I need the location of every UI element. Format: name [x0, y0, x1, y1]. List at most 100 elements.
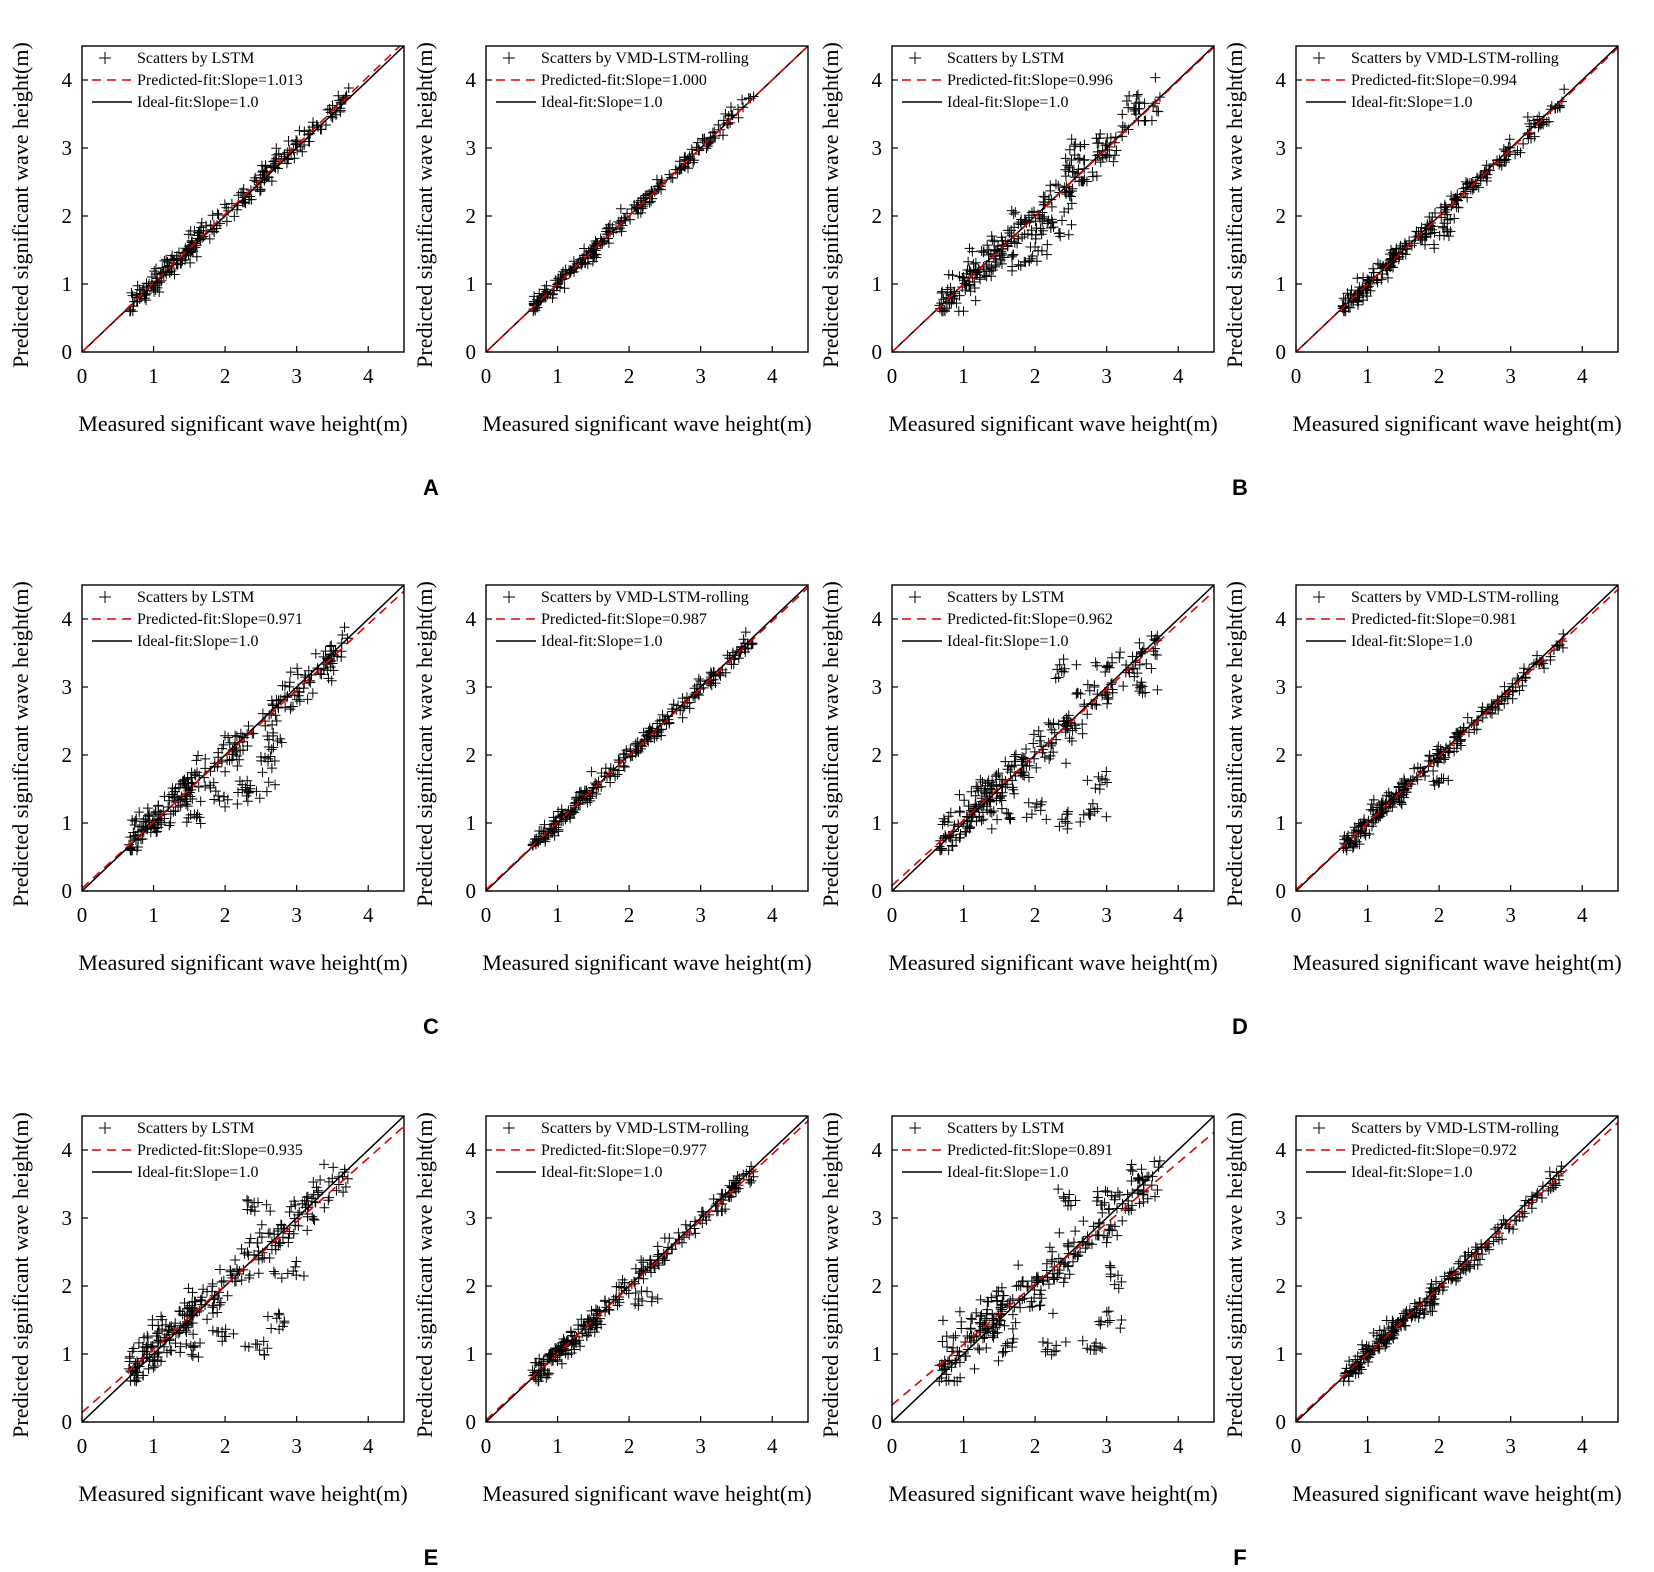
scatter-point — [1137, 688, 1148, 699]
scatter-point — [546, 1349, 557, 1360]
scatter-point — [1035, 731, 1046, 742]
chart-panel: 0 1 2 3 4 0 1 2 3 4 Measured significant wave heig… — [818, 581, 1218, 975]
scatter-point — [193, 1352, 204, 1363]
scatter-point — [1038, 225, 1049, 236]
ideal-fit-line — [1296, 585, 1618, 891]
scatter-point — [1391, 243, 1402, 254]
scatter-point — [183, 229, 194, 240]
scatter-point — [1048, 1273, 1059, 1284]
scatter-point — [1545, 1173, 1556, 1184]
x-tick-label: 4 — [1173, 364, 1184, 388]
scatter-point — [948, 1332, 959, 1343]
x-tick-label: 3 — [1101, 903, 1112, 927]
scatter-point — [1429, 1299, 1440, 1310]
scatter-point — [218, 1275, 229, 1286]
y-axis-label: Predicted significant wave height(m) — [8, 1112, 33, 1438]
scatter-point — [689, 155, 700, 166]
scatter-point — [1087, 167, 1098, 178]
scatter-point — [289, 1196, 300, 1207]
scatter-point — [187, 1351, 198, 1362]
scatter-point — [1420, 770, 1431, 781]
y-tick-label: 2 — [1276, 1274, 1287, 1298]
scatter-point — [1092, 146, 1103, 157]
legend-entry: Scatters by LSTM — [947, 589, 1064, 606]
y-tick-label: 4 — [872, 607, 883, 631]
scatter-point — [306, 670, 317, 681]
panel-letter: D — [1232, 1014, 1248, 1039]
scatter-point — [179, 1310, 190, 1321]
scatter-point — [184, 1302, 195, 1313]
scatter-point — [185, 809, 196, 820]
scatter-point — [1017, 1276, 1028, 1287]
scatter-point — [1101, 1306, 1112, 1317]
scatter-point — [1358, 288, 1369, 299]
scatter-point — [1365, 804, 1376, 815]
scatter-point — [1097, 1343, 1108, 1354]
scatter-point — [1018, 752, 1029, 763]
scatter-point — [1396, 797, 1407, 808]
scatter-point — [1134, 1198, 1145, 1209]
scatter-point — [271, 1313, 282, 1324]
scatter-point — [1069, 720, 1080, 731]
scatter-point — [1420, 229, 1431, 240]
scatter-point — [539, 819, 550, 830]
scatter-point — [978, 247, 989, 258]
scatter-point — [1101, 1237, 1112, 1248]
scatter-point — [156, 1356, 167, 1367]
scatter-point — [976, 1310, 987, 1321]
scatter-point — [193, 782, 204, 793]
x-tick-label: 4 — [1577, 364, 1588, 388]
scatter-point — [290, 1220, 301, 1231]
scatter-point — [201, 220, 212, 231]
scatter-point — [942, 284, 953, 295]
scatter-point — [1341, 1363, 1352, 1374]
scatter-point — [282, 1268, 293, 1279]
scatter-point — [181, 1327, 192, 1338]
legend-entry: Scatters by VMD-LSTM-rolling — [1351, 1120, 1559, 1137]
x-tick-label: 0 — [481, 364, 492, 388]
scatter-point — [254, 1228, 265, 1239]
scatter-point — [1042, 1344, 1053, 1355]
scatter-point — [982, 1304, 993, 1315]
scatter-point — [229, 743, 240, 754]
scatter-point — [311, 1182, 322, 1193]
scatter-point — [1059, 1273, 1070, 1284]
scatter-point — [254, 793, 265, 804]
scatter-point — [539, 284, 550, 295]
scatter-point — [1026, 809, 1037, 820]
scatter-point — [1058, 654, 1069, 665]
scatter-point — [1108, 156, 1119, 167]
scatter-point — [127, 815, 138, 826]
scatter-point — [129, 1375, 140, 1386]
scatter-point — [696, 1206, 707, 1217]
scatter-point — [139, 1332, 150, 1343]
x-tick-label: 3 — [1505, 1434, 1516, 1458]
scatter-point — [1116, 1315, 1127, 1326]
scatter-point — [954, 833, 965, 844]
legend: Scatters by VMD-LSTM-rolling Predicted-fi… — [496, 1120, 749, 1181]
scatter-point — [1083, 1238, 1094, 1249]
scatter-point — [1104, 1225, 1115, 1236]
ideal-fit-line — [82, 585, 404, 891]
scatter-point — [943, 845, 954, 856]
scatter-point — [1015, 768, 1026, 779]
scatter-point — [323, 673, 334, 684]
scatter-point — [1058, 1259, 1069, 1270]
scatter-point — [1007, 261, 1018, 272]
legend-entry: Predicted-fit:Slope=0.994 — [1351, 72, 1517, 89]
scatter-point — [1109, 1221, 1120, 1232]
scatter-point — [1493, 704, 1504, 715]
x-tick-label: 1 — [552, 1434, 563, 1458]
scatter-point — [249, 1197, 260, 1208]
scatter-point — [976, 815, 987, 826]
scatter-point — [1102, 1317, 1113, 1328]
y-tick-label: 3 — [1276, 675, 1287, 699]
y-tick-label: 4 — [62, 1138, 73, 1162]
legend: Scatters by LSTM Predicted-fit:Slope=0.93… — [92, 1120, 303, 1181]
scatter-point — [182, 801, 193, 812]
scatter-point — [324, 1192, 335, 1203]
scatter-point — [970, 790, 981, 801]
scatter-point — [166, 1345, 177, 1356]
scatter-point — [632, 208, 643, 219]
scatter-point — [1103, 1224, 1114, 1235]
